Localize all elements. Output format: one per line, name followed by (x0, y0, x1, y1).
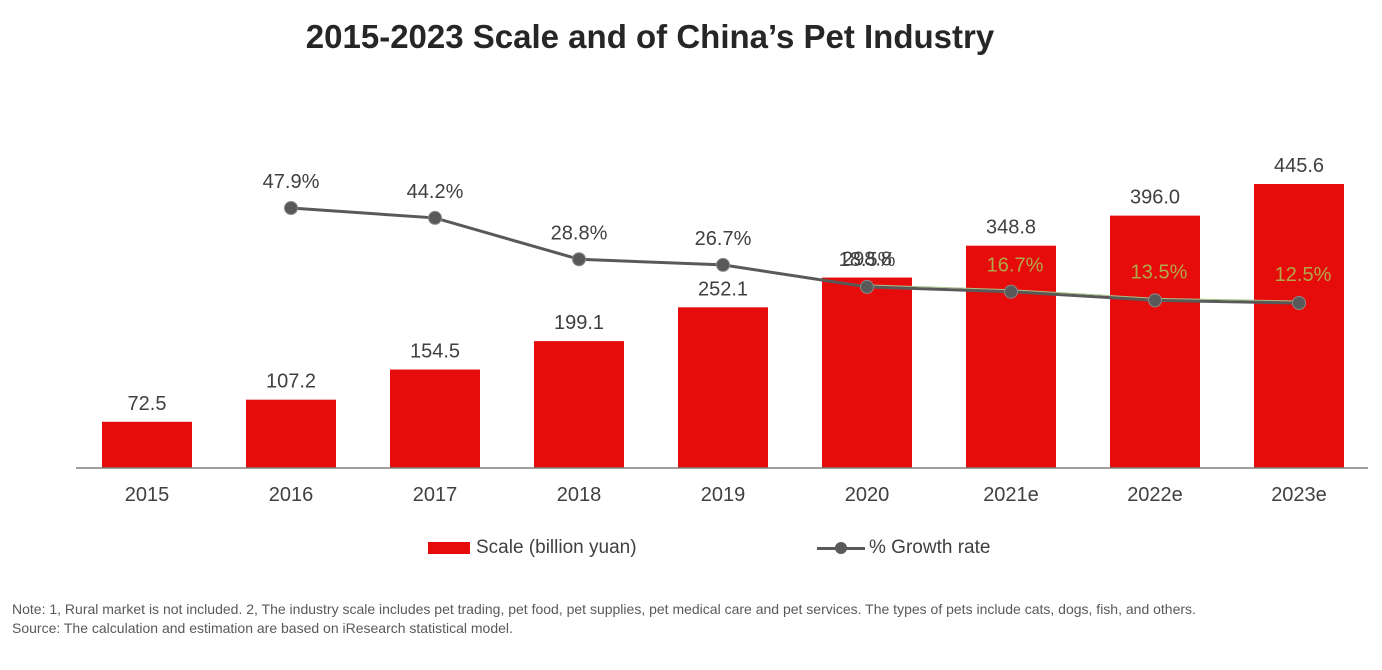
growth-point-2017 (428, 210, 442, 225)
bar-2023e (1254, 184, 1344, 468)
x-tick-label: 2021e (983, 484, 1039, 506)
bar-2018 (534, 341, 624, 468)
bar-value-label: 298.8 (842, 249, 892, 271)
footnotes: Note: 1, Rural market is not included. 2… (12, 600, 1372, 638)
data-labels: 72.5 107.2 154.5 199.1 252.1 298.8 348.8 396.0 4… (128, 155, 1332, 415)
growth-value-label: 28.8% (551, 222, 608, 244)
source-text: Source: The calculation and estimation a… (12, 620, 513, 636)
growth-point-2019 (716, 257, 730, 272)
bar-2021e (966, 245, 1056, 468)
chart-title: 2015-2023 Scale and of China’s Pet Indus… (305, 18, 995, 55)
growth-line-series (284, 201, 1306, 310)
growth-value-label: 13.5% (1131, 261, 1188, 283)
bar-2016 (246, 399, 336, 468)
legend-item-scale: Scale (billion yuan) (428, 537, 637, 559)
x-tick-label: 2016 (269, 484, 314, 506)
bar-2020 (822, 277, 912, 468)
growth-point-2016 (284, 201, 298, 215)
note-text: Note: 1, Rural market is not included. 2… (12, 601, 1196, 617)
growth-point-2023e (1292, 296, 1306, 310)
growth-value-label: 16.7% (987, 255, 1044, 277)
legend-line-marker (817, 541, 865, 555)
x-tick-label: 2020 (845, 484, 890, 506)
x-tick-label: 2022e (1127, 484, 1183, 506)
bar-value-label: 199.1 (554, 312, 604, 334)
bar-2022e (1110, 215, 1200, 468)
growth-value-label: 18.5% (839, 249, 896, 271)
legend-item-growth: % Growth rate (817, 537, 990, 559)
growth-point-2020 (860, 279, 874, 294)
bar-value-label: 154.5 (410, 341, 460, 363)
bar-value-label: 396.0 (1130, 187, 1180, 209)
x-tick-label: 2015 (125, 484, 170, 506)
growth-value-label: 12.5% (1275, 264, 1332, 286)
legend: Scale (billion yuan) % Growth rate (0, 537, 1382, 563)
growth-line (290, 206, 1300, 305)
bar-value-label: 107.2 (266, 371, 316, 393)
growth-value-label: 26.7% (695, 228, 752, 250)
legend-growth-label: % Growth rate (869, 537, 991, 558)
bar-2017 (390, 369, 480, 468)
bar-value-label: 252.1 (698, 278, 748, 300)
bar-line-chart: 2015 2016 2017 2018 2019 2020 2021e 2022e 2023e … (76, 155, 1368, 506)
growth-line-highlight (866, 284, 1300, 302)
growth-value-label: 47.9% (263, 171, 320, 193)
bar-value-label: 445.6 (1274, 155, 1324, 177)
bar-value-label: 72.5 (128, 393, 167, 415)
x-tick-label: 2023e (1271, 484, 1327, 506)
x-tick-label: 2017 (413, 484, 458, 506)
growth-value-label: 44.2% (407, 181, 464, 203)
bar-2015 (102, 421, 192, 468)
growth-point-2021e (1004, 284, 1018, 299)
growth-point-2022e (1148, 293, 1162, 308)
x-tick-labels: 2015 2016 2017 2018 2019 2020 2021e 2022e 2023e (125, 484, 1327, 506)
legend-scale-label: Scale (billion yuan) (476, 537, 637, 558)
legend-bar-swatch (428, 542, 470, 554)
bar-2019 (678, 307, 768, 468)
x-tick-label: 2019 (701, 484, 746, 506)
growth-point-2018 (572, 252, 586, 267)
bar-value-label: 348.8 (986, 217, 1036, 239)
x-tick-label: 2018 (557, 484, 602, 506)
bar-series (102, 184, 1344, 468)
